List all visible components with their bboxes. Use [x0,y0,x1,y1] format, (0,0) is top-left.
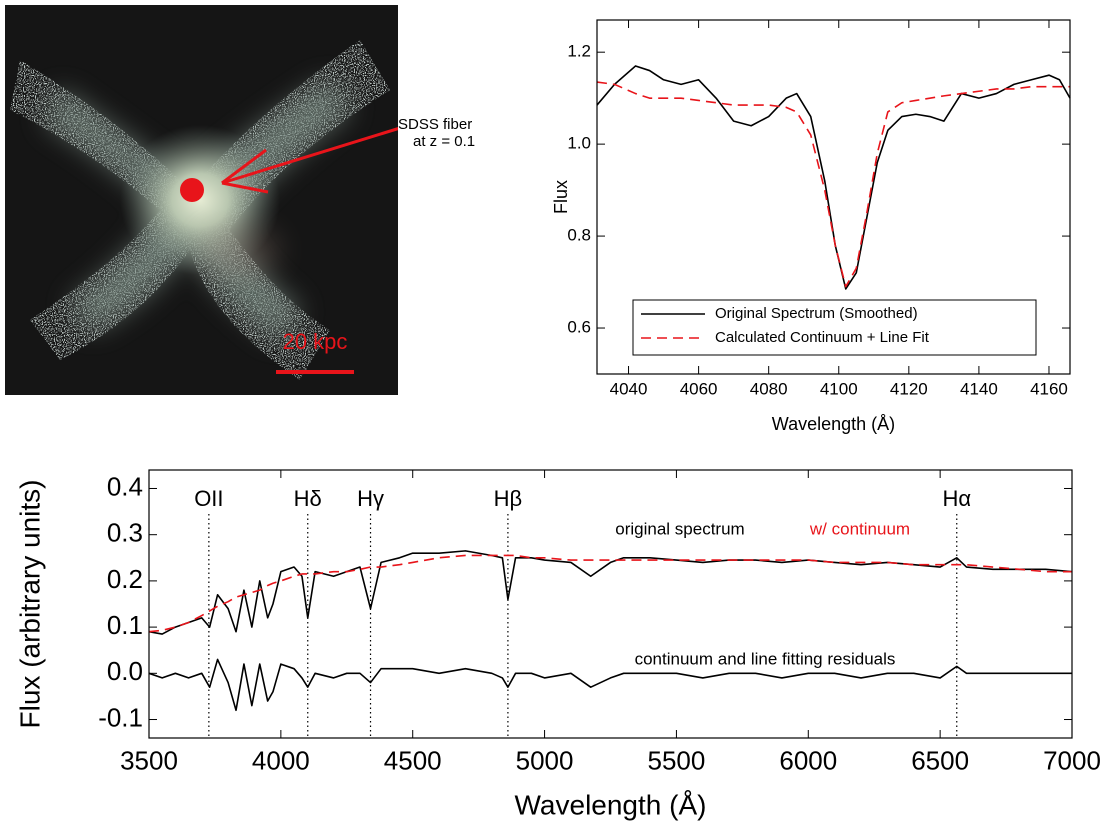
x-tick-label: 7000 [1043,746,1101,776]
legend-box [632,299,1037,356]
legend-label: Original Spectrum (Smoothed) [715,305,918,322]
x-tick-label: 4040 [610,380,648,399]
reference-label: Hβ [494,486,523,511]
image-annotation: at z = 0.1 [413,133,475,150]
reference-label: Hγ [357,486,384,511]
x-tick-label: 6500 [911,746,969,776]
x-tick-label: 4140 [960,380,998,399]
series-line [148,554,1072,633]
plot-frame [596,19,1071,375]
annotation: original spectrum [615,519,744,538]
y-tick-label: 1.0 [567,134,591,153]
x-tick-label: 4100 [820,380,858,399]
x-tick-label: 5000 [516,746,574,776]
legend: Original Spectrum (Smoothed) Calculated C… [632,299,1037,356]
x-tick-label: 4080 [750,380,788,399]
x-tick-label: 4160 [1030,380,1068,399]
y-tick-label: 0.8 [567,226,591,245]
reference-label: OII [194,486,223,511]
fiber-marker [180,178,204,202]
series-line [596,65,1071,290]
fiber-arrow [221,127,398,194]
reference-label: Hα [942,486,971,511]
reference-label: Hδ [294,486,322,511]
series-line [148,658,1072,712]
y-tick-label: 0.3 [107,518,143,548]
y-axis-label: Flux (arbitrary units) [14,480,45,729]
galaxy-tidal [200,225,280,275]
y-tick-label: 0.4 [107,471,143,501]
y-tick-label: 0.0 [107,656,143,686]
series-line [596,81,1070,288]
galaxy-image: 20 kpc [5,5,398,395]
x-tick-label: 6000 [779,746,837,776]
y-tick-label: 1.2 [567,42,591,61]
y-tick-label: 0.2 [107,564,143,594]
x-tick-label: 4000 [252,746,310,776]
annotation: continuum and line fitting residuals [635,649,896,668]
y-tick-label: 0.6 [567,318,591,337]
x-tick-label: 3500 [120,746,178,776]
annotation: w/ continuum [809,519,910,538]
plot-frame [148,469,1073,739]
y-tick-label: -0.1 [98,702,143,732]
x-tick-label: 4500 [384,746,442,776]
x-axis-label: Wavelength (Å) [515,789,707,820]
x-tick-label: 4120 [890,380,928,399]
y-tick-label: 0.1 [107,610,143,640]
x-tick-label: 4060 [680,380,718,399]
image-annotation: SDSS fiber [398,116,472,133]
scale-label: 20 kpc [283,329,348,354]
legend-label: Calculated Continuum + Line Fit [715,329,930,346]
x-axis-label: Wavelength (Å) [772,414,895,434]
scale-bar [276,370,354,374]
x-tick-label: 5500 [648,746,706,776]
series-line [148,550,1073,635]
y-axis-label: Flux [551,180,571,214]
